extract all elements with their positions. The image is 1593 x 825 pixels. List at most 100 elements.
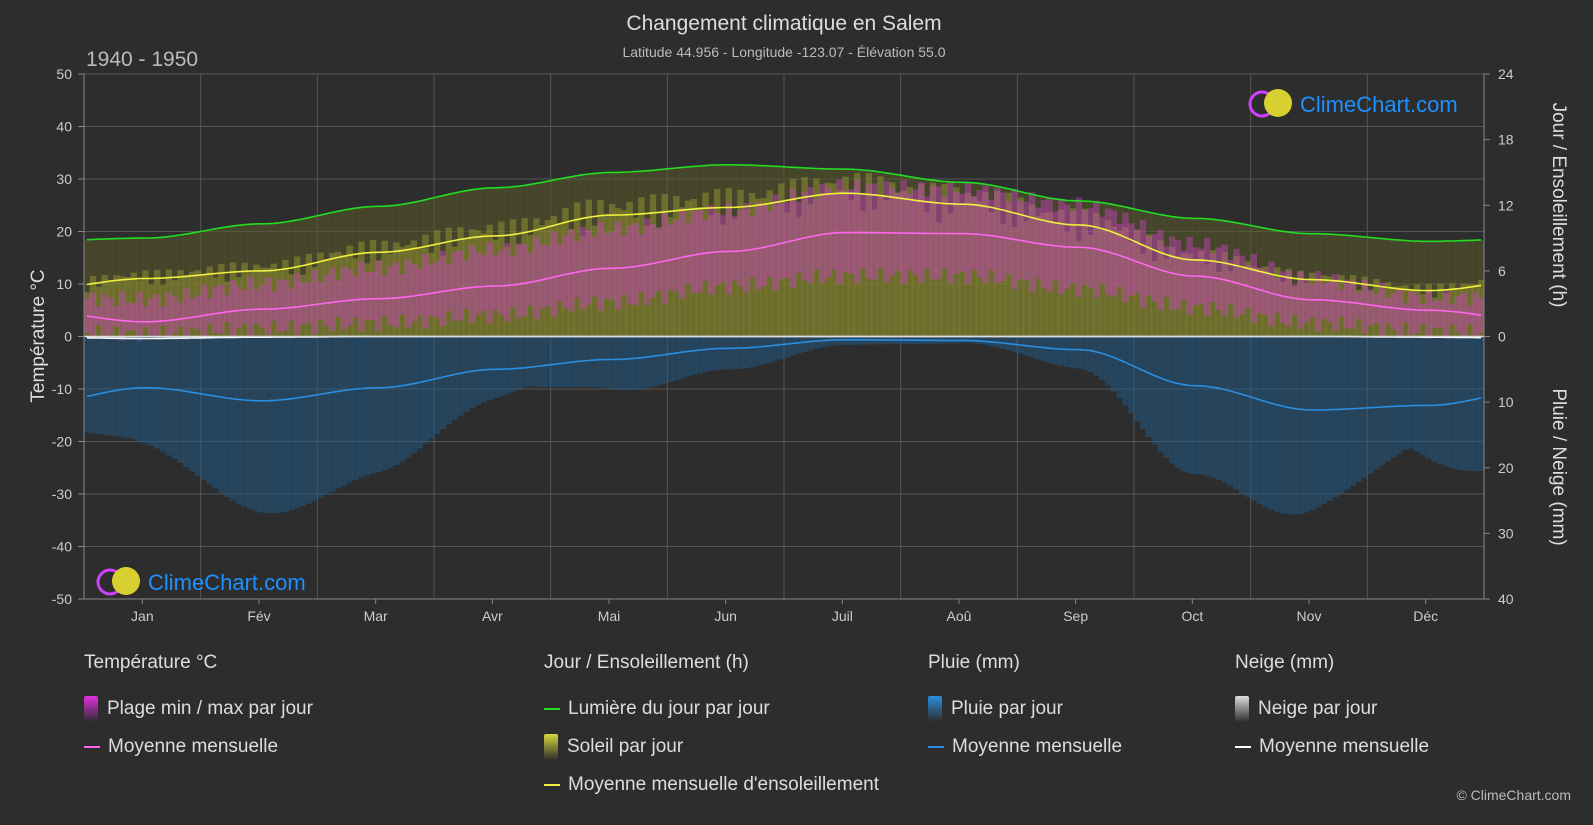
rain-bar [171,336,178,460]
sunshine-bar [1204,264,1211,337]
rain-bar [1081,336,1088,370]
legend-item[interactable]: Pluie par jour [928,690,1122,728]
rain-bar [1320,336,1327,505]
legend-item[interactable]: Neige par jour [1235,690,1429,728]
sunshine-bar [889,182,896,337]
sunshine-bar [509,219,517,337]
rain-bar [1034,336,1042,360]
rain-bar [1209,336,1217,478]
sunshine-bar [177,270,184,337]
temp-range-bar [1355,292,1362,319]
sunshine-bar [1320,275,1327,337]
sunshine-bar [1017,197,1024,337]
sunshine-bar [1279,281,1287,337]
rain-bar [1093,336,1100,376]
rain-bar [457,336,464,416]
temp-range-bar [679,210,686,299]
legend-item[interactable]: Moyenne mensuelle d'ensoleillement [544,766,879,804]
sunshine-bar [883,200,890,337]
sunshine-bar [89,275,97,337]
sunshine-bar [661,194,668,337]
rain-bar [714,336,721,371]
rain-bar [609,336,616,389]
rain-bar [369,336,377,474]
sunshine-bar [1239,268,1246,337]
sunshine-bar [171,279,178,337]
sunshine-bar [1396,286,1403,337]
temp-range-bar [918,182,925,283]
sunshine-bar [714,188,721,337]
logo-bottom[interactable]: ClimeChart.com [96,567,306,596]
rain-bar [498,336,505,397]
temp-range-bar [935,186,942,279]
right-bottom-axis-title: Pluie / Neige (mm) [1548,388,1569,545]
sunshine-bar [679,207,686,337]
month-label: Juil [832,608,853,624]
temp-range-bar [422,253,429,329]
legend-item[interactable]: Soleil par jour [544,728,879,766]
rain-bar [1309,336,1316,511]
rain-bar [1157,336,1164,452]
sunshine-bar [1419,293,1427,337]
temp-range-bar [1449,303,1456,325]
daylight-bar [1355,236,1362,337]
legend-item[interactable]: Lumière du jour par jour [544,690,879,728]
sunshine-bar [1087,234,1094,337]
sunshine-bar [1408,289,1415,337]
sunshine-bar [1443,293,1450,337]
temp-range-bar [824,187,832,278]
rain-bar [159,336,167,452]
sunshine-bar [994,190,1001,337]
sunshine-bar [1384,282,1392,337]
sunshine-bar [200,274,207,337]
rain-bar [1478,336,1485,472]
sunshine-bar [737,189,744,337]
sunshine-bar [900,190,907,337]
month-label: Avr [482,608,503,624]
temp-range-bar [399,274,406,315]
sunshine-bar [1052,222,1059,337]
rain-bar [1314,336,1322,508]
sunshine-bar [1233,255,1240,337]
rain-bar [288,336,295,511]
rain-bar [1215,336,1222,480]
rain-bar [585,336,592,388]
legend-item[interactable]: Moyenne mensuelle [84,728,313,766]
legend-item[interactable]: Moyenne mensuelle [1235,728,1429,766]
temp-range-bar [1373,294,1380,324]
temp-range-bar [539,245,546,309]
legend-item[interactable]: Moyenne mensuelle [928,728,1122,766]
logo-top[interactable]: ClimeChart.com [1248,89,1458,118]
temp-range-bar [1384,297,1392,324]
svg-text:Température °C: Température °C [28,269,49,402]
daylight-bar [1379,238,1386,337]
daylight-bar [1291,232,1298,337]
temp-range-bar [1332,273,1339,331]
legend-group-title: Pluie (mm) [928,652,1020,673]
temp-range-bar [1425,289,1432,339]
rain-bar [270,336,277,514]
sunshine-bar [574,202,581,337]
temp-range-bar [136,292,143,342]
rain-bar [194,336,202,476]
sunshine-bar [667,217,674,337]
chart-axes: 50 40 30 20 10 0 -10 -20 -30 -40 -50 24 18 12 6 0 10 20 30… [52,66,1514,624]
temp-range-bar [585,230,592,305]
temp-range-bar [107,297,114,336]
sunshine-bar [1116,230,1123,337]
legend-item[interactable]: Plage min / max par jour [84,690,313,728]
sunshine-bar [107,281,114,337]
month-label: Jun [714,608,737,624]
rain-bar [766,336,773,363]
left-tick-label: -50 [52,591,72,607]
rain-bar [1244,336,1252,497]
rain-bar [737,336,744,369]
temp-range-bar [1320,284,1327,319]
sunshine-bar [276,271,283,337]
sunshine-bar [1355,289,1362,337]
rain-bar [638,336,645,389]
rain-bar [1180,336,1187,472]
temp-range-bar [474,252,482,315]
temp-range-bar [492,255,499,310]
rain-bar [381,336,388,471]
